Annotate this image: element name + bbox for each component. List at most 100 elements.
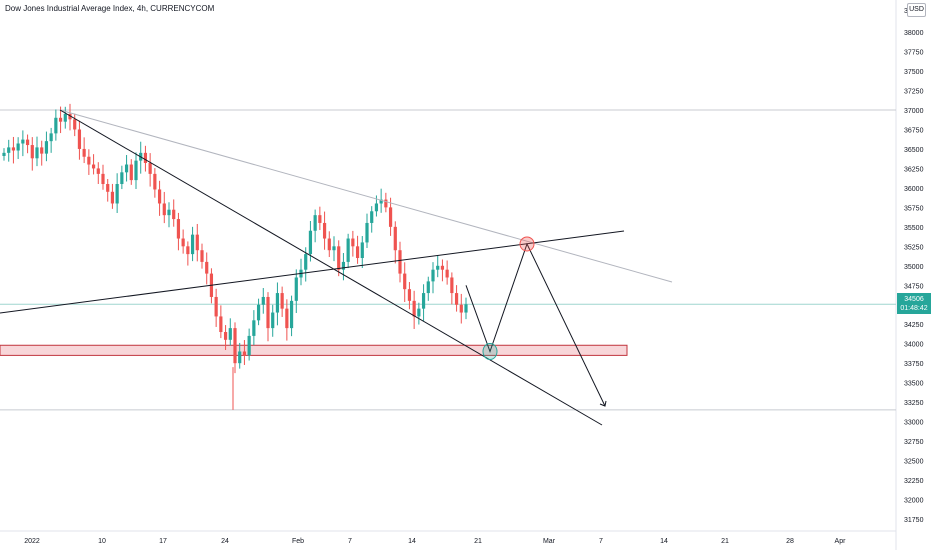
candle-body: [445, 269, 449, 278]
candle-body: [417, 308, 421, 317]
y-tick-label: 37000: [904, 108, 924, 115]
candle-body: [205, 261, 209, 274]
candle-body: [450, 277, 454, 294]
candle-body: [393, 226, 397, 251]
candle-body: [412, 300, 416, 317]
candle-body: [403, 273, 407, 290]
last-price-value: 34506: [904, 296, 924, 303]
y-tick-label: 37250: [904, 89, 924, 96]
y-tick-label: 37500: [904, 69, 924, 76]
candle-body: [327, 238, 331, 251]
y-tick-label: 34750: [904, 283, 924, 290]
candle-body: [351, 238, 355, 247]
y-tick-label: 33750: [904, 361, 924, 368]
candle-body: [40, 147, 44, 154]
candle-body: [214, 296, 218, 317]
candle-body: [129, 164, 133, 181]
candle-body: [454, 293, 459, 305]
candle-body: [176, 219, 181, 239]
candle-body: [421, 293, 426, 309]
x-tick-label: Apr: [835, 538, 847, 545]
candle-body: [313, 215, 317, 231]
candle-body: [162, 203, 166, 216]
candle-body: [308, 230, 313, 255]
candle-body: [143, 152, 148, 163]
resistance-circle: [519, 236, 535, 252]
support-zone: [0, 344, 628, 356]
candle-body: [87, 156, 91, 165]
candle-body: [148, 162, 152, 174]
candle-body: [2, 152, 6, 156]
y-tick-label: 33500: [904, 381, 924, 388]
y-tick-label: 33000: [904, 420, 924, 427]
candle-body: [252, 320, 256, 336]
candle-body: [181, 238, 185, 247]
candle-body: [407, 289, 412, 301]
candle-body: [124, 164, 129, 173]
candle-body: [379, 199, 383, 204]
y-tick-label: 35750: [904, 205, 924, 212]
candle-body: [120, 172, 124, 185]
candle-body: [355, 246, 360, 259]
candle-body: [58, 117, 63, 122]
candle-body: [190, 234, 195, 255]
candle-body: [256, 304, 261, 321]
candle-body: [110, 191, 115, 204]
candle-body: [360, 242, 364, 259]
y-tick-label: 31750: [904, 517, 924, 524]
candle-body: [266, 296, 270, 329]
candle-body: [318, 215, 322, 223]
y-tick-label: 36250: [904, 166, 924, 173]
y-tick-label: 33250: [904, 400, 924, 407]
candle-body: [341, 261, 346, 270]
candle-body: [21, 139, 25, 144]
candle-body: [398, 250, 402, 274]
y-tick-label: 32000: [904, 498, 924, 505]
candle-body: [96, 168, 100, 174]
candle-body: [167, 209, 171, 216]
candle-body: [91, 164, 96, 169]
y-tick-label: 32750: [904, 439, 924, 446]
candle-body: [346, 238, 350, 262]
candle-body: [228, 328, 232, 340]
x-tick-label: 7: [348, 538, 352, 545]
candle-body: [195, 234, 199, 251]
candle-body: [289, 300, 294, 329]
candle-body: [115, 184, 119, 204]
candle-body: [63, 113, 67, 122]
candle-body: [200, 250, 204, 262]
y-tick-label: 34250: [904, 322, 924, 329]
candle-body: [82, 148, 86, 157]
y-tick-label: 37750: [904, 50, 924, 57]
y-tick-label: 32500: [904, 459, 924, 466]
y-tick-label: 36500: [904, 147, 924, 154]
candle-body: [157, 189, 162, 204]
x-tick-label: Mar: [543, 538, 556, 545]
currency-button[interactable]: USD: [907, 3, 926, 17]
projection-arrowhead: [599, 400, 607, 407]
candle-body: [464, 304, 468, 313]
candle-body: [294, 277, 298, 301]
candle-body: [238, 351, 242, 364]
x-tick-label: Feb: [292, 538, 304, 545]
upper-trendline: [59, 109, 673, 283]
candle-body: [223, 332, 228, 340]
candle-body: [7, 147, 11, 153]
candle-body: [106, 184, 110, 192]
x-tick-label: 21: [721, 538, 729, 545]
candle-body: [440, 265, 445, 270]
candle-body: [172, 209, 176, 220]
candle-body: [285, 308, 289, 329]
x-tick-label: 2022: [24, 538, 40, 545]
candle-body: [388, 207, 393, 227]
candle-body: [54, 117, 58, 134]
lower-trendline: [59, 109, 603, 426]
candle-body: [370, 211, 374, 223]
x-tick-label: 21: [474, 538, 482, 545]
y-tick-label: 36750: [904, 127, 924, 134]
candle-body: [426, 281, 430, 294]
candle-body: [153, 173, 157, 190]
candle-body: [304, 254, 308, 270]
y-tick-label: 36000: [904, 186, 924, 193]
